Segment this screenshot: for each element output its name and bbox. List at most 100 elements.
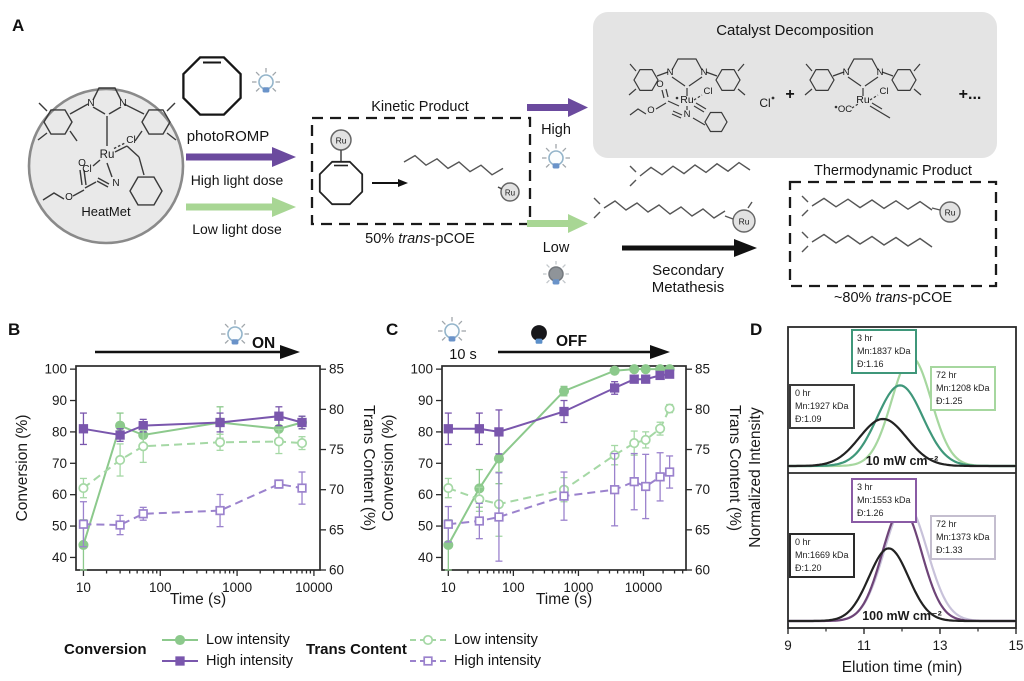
subplot-label: 10 mW cm⁻² bbox=[866, 454, 939, 468]
lightbulb-on-icon bbox=[251, 67, 281, 94]
y-right-tick-label: 65 bbox=[329, 522, 344, 537]
data-point-marker bbox=[640, 364, 651, 375]
thermodynamic-product-structures bbox=[801, 195, 961, 253]
kinetic-product-structures bbox=[318, 129, 520, 206]
data-point-marker bbox=[115, 520, 125, 530]
legend-label: High intensity bbox=[454, 653, 542, 669]
data-point-marker bbox=[443, 483, 454, 494]
x-tick-label: 10 bbox=[76, 580, 91, 595]
data-point-marker bbox=[655, 472, 665, 482]
data-point-marker bbox=[138, 420, 148, 431]
y-right-tick-label: 85 bbox=[329, 362, 344, 377]
ru-label: Ru bbox=[336, 136, 347, 146]
secondary-metathesis-label: Secondary Metathesis bbox=[651, 262, 725, 296]
y-left-tick-label: 50 bbox=[418, 519, 433, 534]
ru-label: Ru bbox=[945, 208, 956, 218]
legend-conversion-title: Conversion bbox=[64, 641, 147, 658]
heatmet-structure bbox=[37, 87, 177, 206]
decomposition-structure-1 bbox=[628, 58, 746, 133]
y-left-axis-title: Conversion (%) bbox=[14, 415, 31, 522]
high-light-dose-label: High light dose bbox=[190, 172, 284, 188]
y-axis-title: Normalized Intensity bbox=[747, 407, 764, 548]
data-point-marker bbox=[640, 434, 651, 445]
y-right-tick-label: 70 bbox=[695, 482, 710, 497]
svg-text:O: O bbox=[78, 158, 86, 169]
data-point-marker bbox=[174, 634, 186, 646]
svg-text:O: O bbox=[656, 79, 663, 90]
y-left-tick-label: 80 bbox=[418, 424, 433, 439]
data-point-marker bbox=[474, 494, 485, 505]
data-point-marker bbox=[443, 424, 453, 434]
y-left-tick-label: 90 bbox=[418, 393, 433, 408]
low-light-dose-label: Low light dose bbox=[192, 221, 282, 237]
high-light-dose-arrow bbox=[186, 147, 296, 167]
series-circle-open bbox=[78, 428, 308, 499]
data-point-marker bbox=[609, 485, 620, 495]
data-point-marker bbox=[609, 383, 620, 393]
catalyst-decomposition-box bbox=[593, 12, 997, 158]
x-axis-title: Elution time (min) bbox=[842, 659, 963, 676]
data-point-marker bbox=[115, 430, 125, 440]
chart-b-conversion-trans: 10 100 1000 10000 40 50 60 70 80 90 100 60 65 70 75 80 8… bbox=[14, 362, 377, 608]
svg-text:Ru: Ru bbox=[856, 94, 870, 106]
x-tick-label: 10 bbox=[441, 580, 456, 595]
gpc-box-0hr-100mw: 0 hr Mn:1669 kDa Đ:1.20 bbox=[789, 533, 855, 579]
y-right-tick-label: 80 bbox=[329, 402, 344, 417]
legend-label: High intensity bbox=[206, 653, 294, 669]
x-tick-label: 10000 bbox=[625, 580, 663, 595]
y-right-tick-label: 60 bbox=[329, 563, 344, 578]
legend-swatch-trans-low bbox=[410, 634, 446, 646]
x-tick-label: 1000 bbox=[222, 580, 252, 595]
data-point-marker bbox=[629, 477, 639, 487]
legend-item-trans-high: High intensity bbox=[408, 652, 541, 670]
data-point-marker bbox=[629, 364, 640, 375]
legend-label: Low intensity bbox=[206, 632, 290, 648]
x-tick-label: 100 bbox=[502, 580, 525, 595]
y-left-tick-label: 60 bbox=[418, 487, 433, 502]
data-point-marker bbox=[214, 437, 226, 448]
data-point-marker bbox=[443, 519, 453, 529]
y-left-tick-label: 60 bbox=[52, 487, 67, 502]
y-left-tick-label: 90 bbox=[52, 393, 67, 408]
panel-b-label: B bbox=[8, 320, 21, 339]
heatmet-label: HeatMet bbox=[81, 204, 131, 219]
kinetic-product-label: Kinetic Product bbox=[371, 99, 469, 115]
data-point-marker bbox=[297, 417, 307, 428]
catalyst-decomposition-label: Catalyst Decomposition bbox=[716, 22, 874, 39]
y-left-tick-label: 100 bbox=[410, 362, 433, 377]
plus-more-sign: +... bbox=[958, 86, 982, 103]
y-left-tick-label: 70 bbox=[418, 456, 433, 471]
y-left-tick-label: 40 bbox=[52, 550, 67, 565]
x-tick-label: 100 bbox=[149, 580, 172, 595]
data-point-marker bbox=[78, 519, 89, 529]
series-line bbox=[447, 408, 671, 506]
heatmet-atom-labels: N N Ru Cl Cl N O O bbox=[65, 98, 136, 203]
y-right-tick-label: 85 bbox=[695, 362, 710, 377]
svg-text:N: N bbox=[87, 98, 94, 109]
svg-text:Ru: Ru bbox=[680, 94, 694, 106]
decomposition-structure-2 bbox=[804, 58, 922, 119]
data-point-marker bbox=[422, 634, 434, 646]
svg-text:Ru: Ru bbox=[100, 149, 115, 161]
svg-text:Cl: Cl bbox=[759, 96, 770, 110]
kinetic-yield-label: 50% trans-pCOE bbox=[365, 231, 475, 247]
kinetic-product-box bbox=[310, 116, 532, 226]
panel-c-light-off-arrow bbox=[498, 345, 670, 359]
svg-text:N: N bbox=[877, 67, 884, 78]
svg-text:N: N bbox=[684, 109, 691, 120]
y-left-axis-title: Conversion (%) bbox=[380, 415, 397, 522]
y-right-tick-label: 60 bbox=[695, 563, 710, 578]
gpc-box-72hr-100mw: 72 hr Mn:1373 kDa Đ:1.33 bbox=[930, 515, 996, 561]
data-point-marker bbox=[274, 479, 284, 489]
data-point-marker bbox=[138, 441, 149, 452]
low-light-dose-arrow bbox=[186, 197, 296, 217]
svg-text:Cl: Cl bbox=[126, 135, 135, 146]
data-point-marker bbox=[474, 516, 484, 526]
y-left-tick-label: 100 bbox=[44, 362, 67, 377]
data-point-marker bbox=[494, 427, 504, 437]
legend-swatch-conversion-high bbox=[162, 656, 198, 666]
lightbulb-on-icon bbox=[541, 143, 571, 170]
chart-c-conversion-trans: 10 100 1000 10000 40 50 60 70 80 90 100 60 65 70 75 80 8… bbox=[380, 362, 743, 608]
thermodynamic-product-label: Thermodynamic Product bbox=[814, 163, 972, 179]
